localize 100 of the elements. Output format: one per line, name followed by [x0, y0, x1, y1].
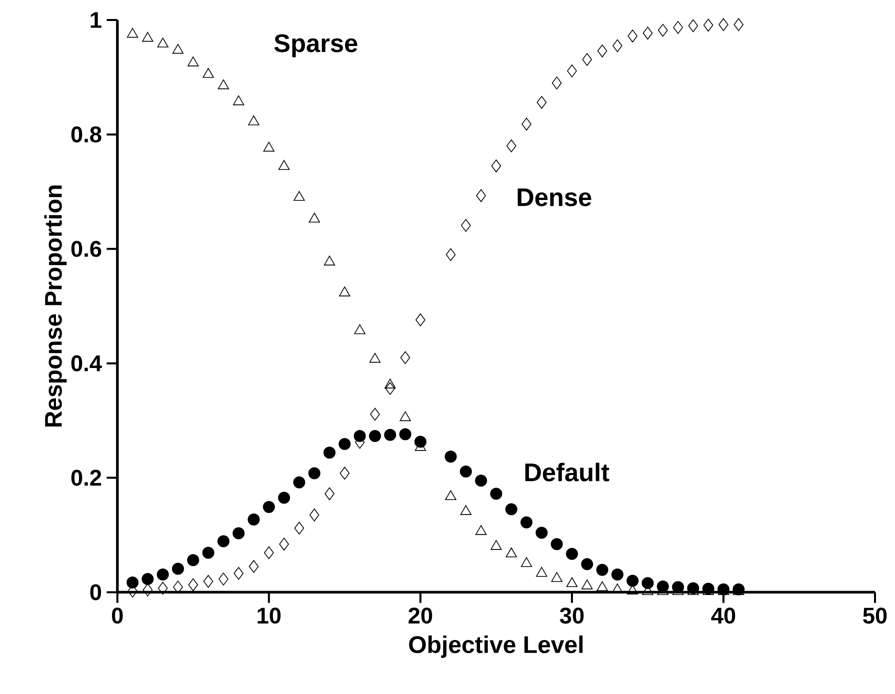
point: [262, 501, 275, 514]
point: [734, 18, 744, 32]
point: [126, 28, 138, 38]
point: [263, 142, 274, 152]
point: [597, 44, 608, 58]
point: [552, 76, 562, 90]
point: [566, 577, 578, 588]
point: [642, 577, 654, 590]
point: [551, 572, 562, 582]
point: [445, 490, 456, 500]
y-tick-label: 0.6: [71, 241, 102, 258]
point: [368, 430, 381, 442]
point: [324, 256, 336, 266]
point: [308, 212, 320, 223]
point: [506, 140, 516, 152]
point: [340, 467, 350, 480]
point: [203, 575, 214, 588]
point: [338, 438, 351, 450]
point: [294, 191, 305, 201]
point: [475, 474, 488, 487]
point: [490, 540, 502, 550]
point: [157, 38, 168, 48]
y-tick-label: 0.8: [71, 126, 102, 143]
point: [673, 21, 683, 34]
point: [581, 558, 594, 570]
point: [384, 429, 396, 442]
point: [520, 516, 532, 529]
point: [188, 56, 199, 67]
point: [582, 580, 593, 590]
point: [536, 526, 548, 539]
point: [536, 96, 547, 110]
point: [354, 430, 366, 442]
point: [158, 582, 168, 595]
y-tick-label: 0.4: [71, 356, 102, 372]
point: [278, 160, 290, 170]
point: [400, 412, 411, 422]
series-label: Dense: [518, 188, 592, 206]
text: Sparse: [274, 34, 358, 58]
y-tick-label: 0.2: [71, 470, 102, 486]
point: [202, 68, 214, 78]
point: [566, 548, 578, 560]
point: [293, 476, 306, 489]
x-tick-label: 50: [863, 608, 887, 624]
point: [172, 44, 184, 54]
point: [522, 118, 532, 131]
point: [642, 26, 653, 40]
point: [264, 546, 274, 560]
point: [506, 548, 517, 558]
point: [460, 466, 472, 478]
point: [550, 538, 563, 550]
point: [248, 116, 260, 126]
point: [308, 467, 320, 480]
series-label: Default: [525, 462, 610, 482]
point: [126, 576, 139, 589]
point: [446, 248, 456, 262]
point: [460, 505, 472, 516]
point: [309, 508, 320, 522]
point: [688, 20, 698, 32]
point: [475, 525, 487, 536]
point: [718, 18, 728, 32]
x-tick-label: 10: [258, 608, 281, 624]
point: [567, 64, 577, 78]
point: [324, 488, 334, 500]
point: [399, 428, 412, 440]
point: [385, 382, 396, 396]
x-tick-label: 20: [408, 608, 432, 624]
point: [234, 567, 244, 580]
point: [339, 286, 350, 297]
y-tick-label: 1: [90, 12, 102, 28]
point: [202, 546, 214, 559]
point: [611, 568, 624, 581]
point: [416, 314, 426, 326]
point: [324, 446, 336, 459]
point: [142, 573, 154, 586]
point: [188, 578, 198, 592]
point: [490, 488, 502, 500]
point: [217, 535, 230, 548]
point: [187, 554, 200, 566]
point: [400, 351, 410, 364]
point: [476, 189, 486, 202]
point: [596, 564, 608, 576]
y-tick-label: 0: [90, 584, 102, 600]
point: [444, 450, 457, 463]
point: [279, 538, 289, 551]
point: [172, 562, 184, 575]
point: [491, 160, 502, 173]
x-tick-label: 0: [112, 608, 123, 624]
point: [248, 514, 260, 526]
point: [354, 324, 366, 334]
point: [628, 30, 638, 43]
point: [218, 572, 228, 586]
point: [294, 522, 304, 535]
point: [536, 567, 548, 577]
point: [173, 580, 183, 594]
y-axis-title: Response Proportion: [44, 186, 67, 427]
x-axis-title: Objective Level: [409, 636, 583, 658]
point: [248, 560, 259, 574]
point: [626, 574, 639, 587]
point: [505, 503, 518, 516]
point: [370, 408, 380, 421]
